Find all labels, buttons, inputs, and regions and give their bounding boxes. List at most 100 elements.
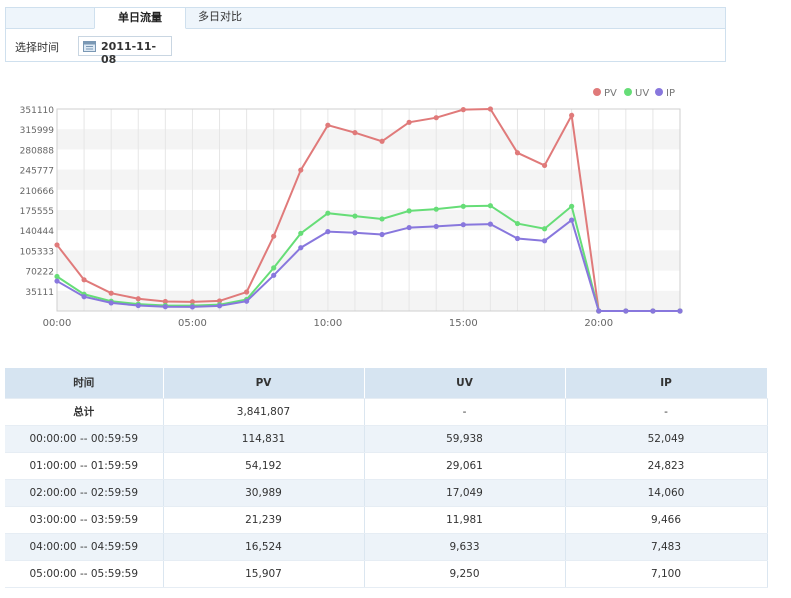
- data-point-pv[interactable]: [135, 296, 141, 302]
- cell-uv: 59,938: [364, 425, 566, 453]
- data-point-uv[interactable]: [569, 203, 575, 209]
- data-point-pv[interactable]: [379, 138, 385, 144]
- y-tick-label: 280888: [20, 146, 55, 156]
- data-point-pv[interactable]: [108, 290, 114, 296]
- cell-uv: 11,981: [364, 506, 566, 534]
- series-line-ip: [56, 218, 680, 312]
- data-point-ip[interactable]: [135, 302, 141, 309]
- cell-ip: 24,823: [565, 452, 768, 480]
- data-point-ip[interactable]: [514, 235, 521, 242]
- y-tick-label: 175555: [20, 207, 54, 217]
- legend-marker-ip: [655, 88, 663, 96]
- data-point-pv[interactable]: [514, 150, 521, 156]
- cell-ip: 7,100: [565, 560, 768, 588]
- data-point-ip[interactable]: [569, 217, 575, 223]
- data-point-ip[interactable]: [406, 224, 412, 231]
- data-point-ip[interactable]: [352, 230, 358, 236]
- data-point-pv[interactable]: [189, 299, 196, 305]
- data-point-uv[interactable]: [433, 206, 439, 212]
- data-point-ip[interactable]: [162, 304, 168, 310]
- column-header-time[interactable]: 时间: [5, 368, 164, 399]
- data-point-uv[interactable]: [541, 226, 548, 232]
- data-point-ip[interactable]: [623, 308, 629, 314]
- tab-bar: 单日流量 多日对比: [6, 7, 725, 29]
- data-point-uv[interactable]: [487, 203, 493, 209]
- cell-pv: 114,831: [163, 425, 365, 453]
- table-row: 02:00:00 -- 02:59:59 30,989 17,049 14,06…: [5, 479, 768, 507]
- total-uv: -: [364, 398, 566, 426]
- data-point-pv[interactable]: [352, 130, 358, 136]
- data-point-uv[interactable]: [406, 208, 412, 214]
- date-label: 选择时间: [15, 41, 59, 54]
- data-point-pv[interactable]: [569, 112, 575, 118]
- y-tick-label: 315999: [20, 126, 55, 136]
- cell-time: 05:00:00 -- 05:59:59: [5, 560, 164, 588]
- data-point-pv[interactable]: [216, 298, 223, 304]
- data-point-pv[interactable]: [460, 107, 466, 113]
- data-point-uv[interactable]: [460, 203, 466, 209]
- data-point-ip[interactable]: [244, 298, 250, 304]
- column-header-ip[interactable]: IP: [565, 368, 768, 399]
- total-ip: -: [565, 398, 768, 426]
- data-point-uv[interactable]: [298, 230, 304, 236]
- data-point-uv[interactable]: [54, 273, 60, 280]
- data-point-ip[interactable]: [108, 300, 114, 306]
- data-point-ip[interactable]: [216, 303, 223, 309]
- data-point-ip[interactable]: [325, 229, 331, 235]
- total-pv: 3,841,807: [163, 398, 365, 426]
- series-line-uv: [56, 204, 680, 312]
- data-point-pv[interactable]: [433, 115, 439, 121]
- traffic-line-chart: 35111 70222 105333 140444 175555 210666 245777…: [20, 88, 683, 329]
- tab-single-day[interactable]: 单日流量: [94, 7, 186, 29]
- data-point-ip[interactable]: [541, 238, 548, 244]
- data-point-pv[interactable]: [271, 233, 277, 239]
- legend-marker-uv: [624, 88, 632, 96]
- x-tick-label: 00:00: [43, 318, 72, 329]
- data-point-uv[interactable]: [271, 265, 277, 271]
- data-point-uv[interactable]: [514, 220, 521, 227]
- cell-uv: 9,633: [364, 533, 566, 561]
- data-point-pv[interactable]: [81, 277, 87, 283]
- cell-time: 03:00:00 -- 03:59:59: [5, 506, 164, 534]
- x-tick-label: 05:00: [178, 318, 207, 329]
- y-tick-label: 35111: [25, 288, 54, 298]
- calendar-icon[interactable]: [83, 40, 96, 52]
- chart-band: [57, 169, 680, 190]
- cell-time: 00:00:00 -- 00:59:59: [5, 425, 164, 453]
- tab-multi-day-compare[interactable]: 多日对比: [198, 10, 242, 23]
- data-point-pv[interactable]: [162, 298, 168, 305]
- x-tick-label: 15:00: [449, 318, 478, 329]
- legend-label-pv[interactable]: PV: [604, 88, 617, 99]
- legend-label-ip[interactable]: IP: [666, 88, 675, 99]
- data-point-uv[interactable]: [325, 210, 331, 216]
- data-point-uv[interactable]: [352, 213, 358, 219]
- data-point-ip[interactable]: [54, 278, 60, 284]
- data-point-pv[interactable]: [406, 119, 412, 125]
- data-point-ip[interactable]: [487, 221, 493, 227]
- x-tick-label: 20:00: [584, 318, 613, 329]
- data-point-ip[interactable]: [298, 245, 304, 251]
- column-header-uv[interactable]: UV: [364, 368, 566, 399]
- date-picker[interactable]: 2011-11-08: [78, 36, 172, 66]
- cell-uv: 9,250: [364, 560, 566, 588]
- data-point-ip[interactable]: [379, 231, 385, 238]
- data-point-ip[interactable]: [81, 294, 87, 300]
- data-point-pv[interactable]: [325, 122, 331, 128]
- legend-label-uv[interactable]: UV: [635, 88, 649, 99]
- data-point-ip[interactable]: [271, 272, 277, 278]
- data-point-pv[interactable]: [541, 162, 548, 169]
- data-point-ip[interactable]: [650, 308, 656, 314]
- data-point-pv[interactable]: [487, 106, 493, 112]
- x-tick-label: 10:00: [313, 318, 342, 329]
- data-point-pv[interactable]: [54, 242, 60, 248]
- data-point-uv[interactable]: [379, 216, 385, 222]
- date-value: 2011-11-08: [101, 40, 157, 66]
- data-point-ip[interactable]: [677, 308, 683, 314]
- data-point-pv[interactable]: [244, 289, 250, 295]
- data-point-ip[interactable]: [460, 222, 466, 228]
- data-point-ip[interactable]: [189, 304, 196, 310]
- data-point-ip[interactable]: [433, 223, 439, 230]
- data-point-pv[interactable]: [298, 167, 304, 173]
- data-point-ip[interactable]: [596, 308, 602, 314]
- column-header-pv[interactable]: PV: [163, 368, 365, 399]
